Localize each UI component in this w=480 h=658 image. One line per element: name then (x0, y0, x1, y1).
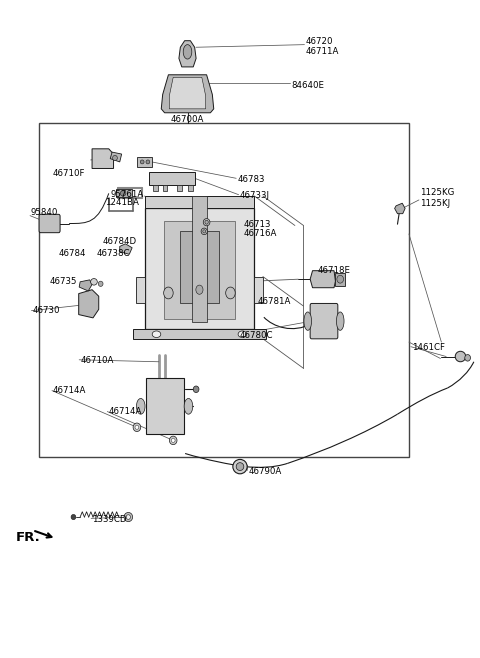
Polygon shape (79, 290, 99, 318)
Polygon shape (144, 196, 254, 208)
Text: 46738C: 46738C (97, 249, 131, 258)
Ellipse shape (133, 423, 141, 432)
Polygon shape (164, 221, 235, 319)
Text: 46781A: 46781A (257, 297, 290, 306)
Ellipse shape (455, 351, 466, 362)
Text: 46714A: 46714A (53, 386, 86, 395)
Ellipse shape (140, 160, 144, 164)
Polygon shape (177, 185, 182, 191)
Text: 46714A: 46714A (109, 407, 142, 416)
Ellipse shape (169, 436, 177, 445)
Ellipse shape (203, 230, 205, 233)
Polygon shape (189, 185, 193, 191)
Ellipse shape (205, 220, 208, 224)
Polygon shape (192, 196, 206, 322)
Ellipse shape (171, 438, 175, 442)
Polygon shape (153, 185, 158, 191)
FancyBboxPatch shape (310, 303, 338, 339)
Ellipse shape (91, 278, 97, 285)
Ellipse shape (304, 312, 312, 330)
Polygon shape (136, 276, 144, 303)
Ellipse shape (124, 513, 132, 522)
Ellipse shape (337, 275, 344, 283)
Text: 1339CD: 1339CD (92, 515, 127, 524)
Ellipse shape (98, 281, 103, 286)
Polygon shape (149, 172, 195, 185)
Ellipse shape (136, 399, 145, 414)
Polygon shape (92, 149, 114, 168)
Polygon shape (395, 203, 405, 214)
Ellipse shape (196, 285, 203, 294)
Ellipse shape (120, 191, 126, 196)
Ellipse shape (146, 160, 150, 164)
Polygon shape (310, 270, 336, 288)
Text: 46718E: 46718E (317, 266, 350, 274)
Text: 46783: 46783 (238, 175, 265, 184)
Ellipse shape (226, 287, 235, 299)
Text: 46790A: 46790A (249, 467, 282, 476)
Ellipse shape (126, 515, 131, 519)
FancyBboxPatch shape (144, 208, 254, 329)
Text: 46735: 46735 (49, 277, 77, 286)
Text: 95761A: 95761A (110, 190, 144, 199)
Text: 84640E: 84640E (291, 81, 324, 89)
Ellipse shape (465, 355, 470, 361)
Ellipse shape (238, 331, 247, 338)
Polygon shape (179, 41, 196, 67)
Text: 46784D: 46784D (103, 238, 137, 246)
Polygon shape (169, 78, 205, 109)
Ellipse shape (135, 425, 139, 429)
Polygon shape (336, 272, 345, 286)
Polygon shape (254, 276, 263, 303)
Polygon shape (132, 329, 266, 339)
Polygon shape (145, 378, 184, 434)
Ellipse shape (233, 459, 247, 474)
Text: 1241BA: 1241BA (106, 198, 139, 207)
Text: 46713: 46713 (244, 220, 271, 230)
Ellipse shape (184, 399, 193, 414)
Ellipse shape (183, 45, 192, 59)
Ellipse shape (336, 312, 344, 330)
Text: 1461CF: 1461CF (412, 343, 445, 352)
Polygon shape (163, 185, 168, 191)
Text: 46720
46711A: 46720 46711A (306, 37, 339, 57)
Text: 46784: 46784 (59, 249, 86, 258)
Ellipse shape (164, 287, 173, 299)
Text: 46710A: 46710A (80, 356, 113, 365)
Text: 1125KG
1125KJ: 1125KG 1125KJ (420, 188, 455, 208)
Polygon shape (116, 190, 132, 197)
Ellipse shape (193, 386, 199, 393)
Text: 46716A: 46716A (244, 229, 277, 238)
Text: FR.: FR. (16, 531, 40, 544)
Polygon shape (120, 244, 132, 254)
Polygon shape (137, 157, 152, 166)
FancyBboxPatch shape (39, 215, 60, 233)
Ellipse shape (203, 218, 210, 226)
Polygon shape (110, 152, 121, 162)
Polygon shape (79, 280, 92, 291)
Text: 46700A: 46700A (171, 115, 204, 124)
Ellipse shape (71, 515, 76, 520)
Ellipse shape (201, 228, 207, 235)
Polygon shape (161, 75, 214, 113)
Text: 95840: 95840 (30, 208, 58, 217)
Ellipse shape (236, 463, 244, 470)
Text: 46710F: 46710F (53, 168, 85, 178)
Ellipse shape (152, 331, 161, 338)
Polygon shape (180, 231, 218, 303)
Text: 46730: 46730 (33, 306, 60, 315)
Text: 46780C: 46780C (240, 331, 274, 340)
Text: 46733J: 46733J (240, 191, 270, 201)
Ellipse shape (113, 155, 117, 161)
